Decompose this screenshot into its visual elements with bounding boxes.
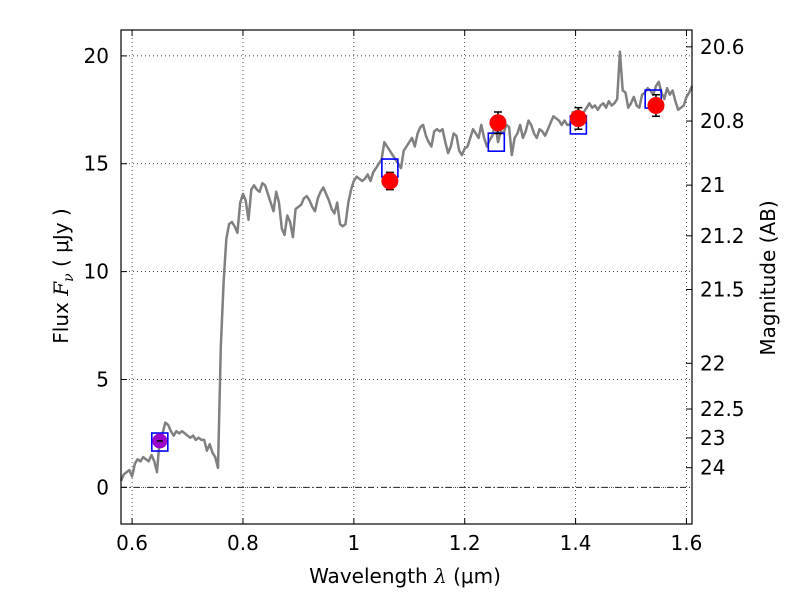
magnitude-tick-label: 21 <box>700 173 725 197</box>
x-axis-units: (μm) <box>447 564 501 588</box>
magnitude-tick-label: 21.2 <box>700 224 745 248</box>
model-photometry-square <box>151 432 169 452</box>
magnitude-axis-ticks: 20.6 20.8 21 21.2 21.5 22 22.5 23 24 <box>686 35 745 480</box>
y-axis-symbol: F <box>49 281 73 297</box>
plot-area <box>119 50 694 482</box>
y-tick-label: 5 <box>96 367 109 391</box>
model-photometry-series <box>151 89 662 452</box>
magnitude-tick-label: 21.5 <box>700 278 745 302</box>
y-tick-label: 10 <box>84 260 109 284</box>
observed-photometry-marker <box>647 97 665 115</box>
y-tick-label: 20 <box>84 44 109 68</box>
magnitude-tick-label: 24 <box>700 456 725 480</box>
x-tick-label: 1.2 <box>449 531 481 555</box>
y-axis-subscript: ν <box>61 273 77 282</box>
magnitude-tick-label: 22.5 <box>700 397 745 421</box>
x-tick-label: 0.8 <box>227 531 259 555</box>
magnitude-tick-label: 22 <box>700 351 725 375</box>
observed-photometry-marker <box>569 109 587 127</box>
x-tick-label: 1.6 <box>671 531 703 555</box>
x-tick-label: 1.4 <box>560 531 592 555</box>
y-axis-title: Flux Fν ( μJy ) <box>49 208 77 343</box>
plot-frame <box>120 29 693 525</box>
x-axis-title: Wavelength λ (μm) <box>309 564 501 588</box>
y-axis-title-prefix: Flux <box>49 296 73 344</box>
y-axis-ticks: 0 5 10 15 20 <box>84 44 127 499</box>
y-axis-units: ( μJy ) <box>49 208 73 273</box>
y-tick-label: 0 <box>96 475 109 499</box>
observed-photometry-marker <box>381 172 399 190</box>
magnitude-tick-label: 20.6 <box>700 35 745 59</box>
magnitude-tick-label: 20.8 <box>700 109 745 133</box>
optical-point-series <box>152 433 168 449</box>
x-axis-title-prefix: Wavelength <box>309 564 434 588</box>
magnitude-axis-title: Magnitude (AB) <box>756 200 780 355</box>
spectrum-line <box>119 50 694 482</box>
observed-photometry-marker <box>489 114 507 132</box>
y-tick-label: 15 <box>84 152 109 176</box>
magnitude-tick-label: 23 <box>700 426 725 450</box>
x-tick-label: 1 <box>347 531 360 555</box>
x-tick-label: 0.6 <box>116 531 148 555</box>
x-axis-ticks: 0.6 0.8 1 1.2 1.4 1.6 <box>116 30 702 555</box>
observed-photometry-series <box>381 93 665 191</box>
x-axis-symbol: λ <box>433 564 447 588</box>
